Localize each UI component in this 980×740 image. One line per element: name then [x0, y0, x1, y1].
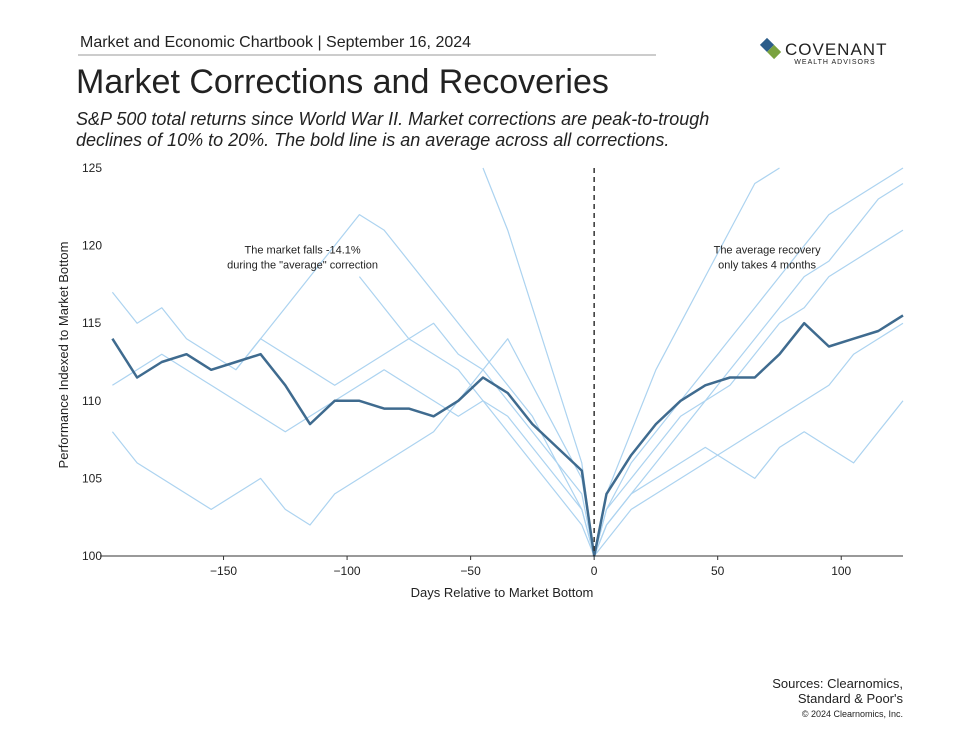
x-axis-label: Days Relative to Market Bottom [411, 585, 594, 600]
y-tick-label: 105 [82, 471, 102, 485]
sources: Standard & Poor's [798, 691, 904, 706]
logo-tagline: WEALTH ADVISORS [794, 59, 875, 66]
correction-line [235, 182, 904, 557]
correction-line [482, 167, 780, 557]
logo: COVENANT WEALTH ADVISORS [759, 37, 887, 66]
logo-name: COVENANT [785, 40, 887, 59]
y-tick-label: 125 [82, 161, 102, 175]
x-tick-label: −100 [334, 564, 361, 578]
average-line [111, 314, 904, 558]
x-tick-label: −150 [210, 564, 237, 578]
x-tick-label: −50 [460, 564, 481, 578]
y-tick-label: 100 [82, 549, 102, 563]
sources: Sources: Clearnomics, [772, 676, 903, 691]
annotation: The market falls -14.1% [245, 244, 361, 256]
chart-title: Market Corrections and Recoveries [76, 63, 609, 101]
y-tick-label: 120 [82, 239, 102, 253]
x-tick-label: 50 [711, 564, 725, 578]
annotation: during the "average" correction [227, 259, 378, 271]
correction-line [111, 338, 904, 557]
y-tick-label: 110 [82, 394, 101, 408]
correction-line [358, 229, 904, 557]
chart-subtitle: declines of 10% to 20%. The bold line is… [76, 130, 669, 150]
annotation: The average recovery [714, 244, 821, 256]
y-tick-label: 115 [82, 316, 101, 330]
copyright: © 2024 Clearnomics, Inc. [802, 709, 903, 719]
chart-subtitle: S&P 500 total returns since World War II… [76, 109, 709, 129]
x-tick-label: 100 [831, 564, 851, 578]
y-axis-label: Performance Indexed to Market Bottom [56, 242, 71, 469]
correction-line [111, 167, 904, 557]
x-tick-label: 0 [591, 564, 598, 578]
correction-line [112, 322, 904, 557]
chartbook-header: Market and Economic Chartbook | Septembe… [80, 34, 471, 51]
annotation: only takes 4 months [718, 259, 816, 271]
